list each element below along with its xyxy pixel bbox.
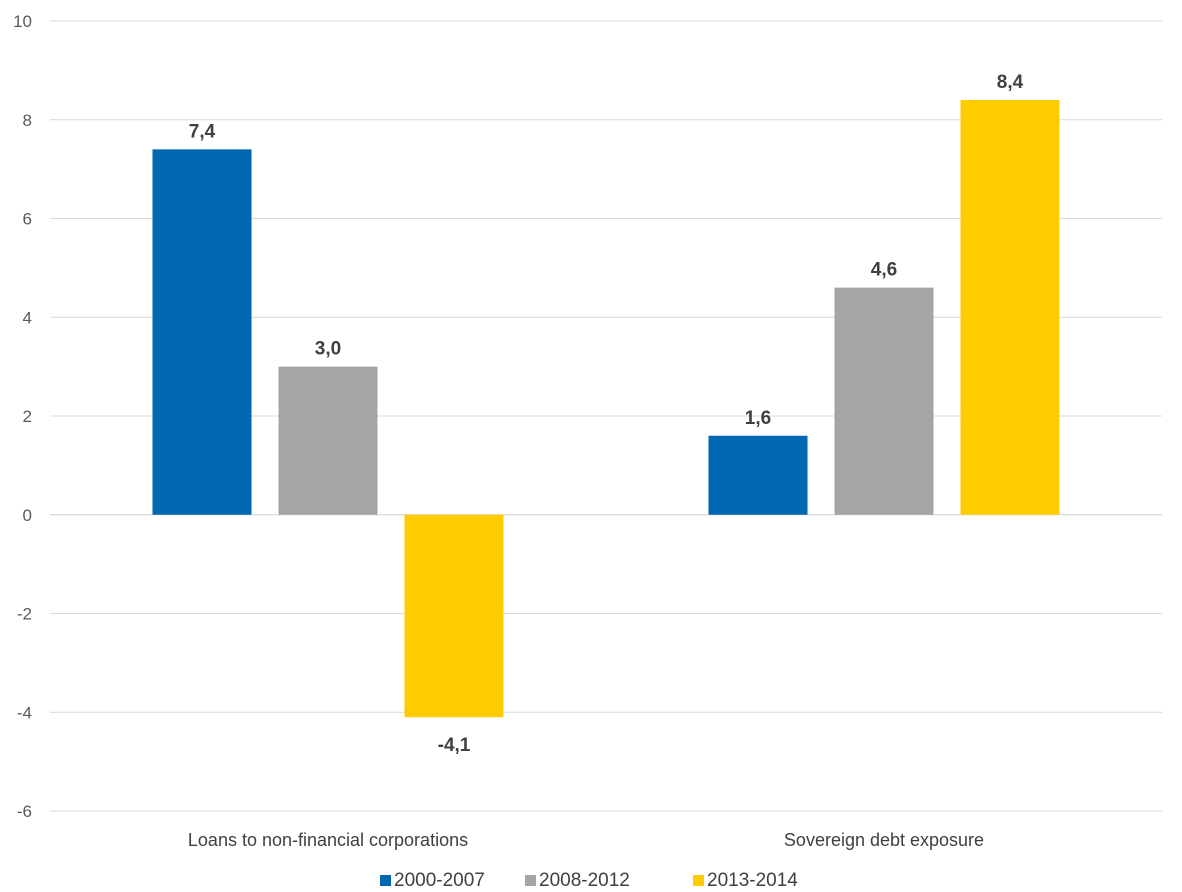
y-tick-label: -4 (17, 703, 32, 722)
bar (278, 366, 378, 515)
legend-label: 2008-2012 (539, 870, 630, 891)
legend-label: 2013-2014 (707, 870, 798, 891)
y-tick-label: 6 (23, 210, 32, 229)
y-tick-label: -6 (17, 802, 32, 821)
legend: 2000-2007 2008-2012 2013-2014 (380, 870, 798, 891)
bar (834, 287, 934, 515)
y-tick-label: 0 (23, 506, 32, 525)
bar (960, 100, 1060, 515)
bar (152, 149, 252, 515)
data-label: 8,4 (997, 72, 1024, 93)
y-tick-label: 4 (23, 308, 32, 327)
bar (404, 514, 504, 718)
y-tick-label: 2 (23, 407, 32, 426)
data-label: 4,6 (871, 260, 897, 281)
y-tick-label: 10 (13, 12, 32, 31)
legend-swatch (693, 875, 704, 886)
legend-swatch (380, 875, 391, 886)
category-label: Loans to non-financial corporations (188, 830, 468, 850)
bars (152, 100, 1060, 718)
bar (708, 435, 808, 515)
legend-label: 2000-2007 (394, 870, 485, 891)
data-label: 7,4 (189, 121, 216, 142)
y-tick-label: -2 (17, 605, 32, 624)
y-tick-label: 8 (23, 111, 32, 130)
data-label: 3,0 (315, 339, 341, 360)
data-label: 1,6 (745, 408, 771, 429)
data-label: -4,1 (438, 735, 471, 756)
y-axis-ticks: 10 8 6 4 2 0 -2 -4 -6 (13, 12, 32, 821)
category-labels: Loans to non-financial corporations Sover… (188, 830, 984, 850)
data-labels: 7,4 3,0 -4,1 1,6 4,6 8,4 (189, 72, 1024, 756)
category-label: Sovereign debt exposure (784, 830, 984, 850)
legend-swatch (525, 875, 536, 886)
